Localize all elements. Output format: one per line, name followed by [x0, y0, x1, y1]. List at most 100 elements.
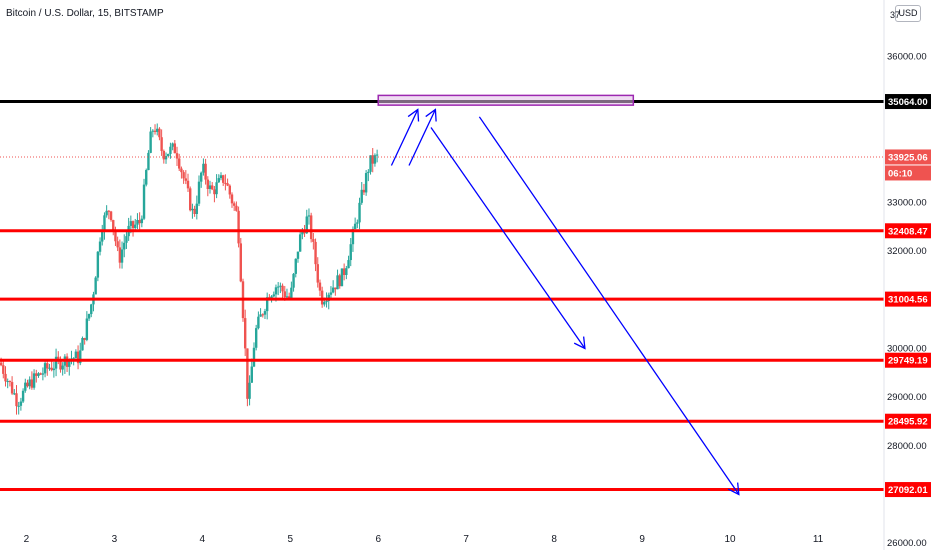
trend-arrow-head: [727, 482, 740, 496]
candle-body: [0, 362, 3, 366]
candle-body: [360, 189, 363, 203]
candle-body: [167, 153, 170, 156]
candle-body: [318, 282, 322, 291]
price-axis[interactable]: 36000.00 33000.00 32000.00 30000.00 29000.00…: [887, 51, 927, 549]
candle-body: [151, 130, 155, 132]
support-price-tag: 32408.47: [888, 226, 928, 237]
trend-arrow-head: [425, 108, 437, 122]
candle-body: [239, 243, 242, 282]
candle-body: [184, 178, 188, 181]
candle-body: [287, 296, 291, 299]
trend-arrow-head: [407, 108, 420, 122]
candle-body: [345, 268, 348, 275]
support-price-tag: 29749.19: [888, 356, 928, 367]
candle-body: [351, 229, 355, 245]
trend-arrow-shaft: [478, 116, 740, 495]
candle-body: [112, 220, 115, 230]
trend-arrow-head: [573, 336, 586, 350]
candle-body: [59, 359, 62, 370]
candle-body: [107, 210, 111, 212]
candle-body: [200, 172, 203, 182]
candle-body: [87, 314, 91, 319]
candle-body: [54, 356, 58, 369]
candle-body: [314, 241, 317, 265]
candle-body: [109, 211, 113, 221]
price-tags-layer: 35064.00 32408.47 31004.56 29749.19 28495.92…: [885, 94, 931, 498]
candle-body: [298, 234, 302, 252]
candle-body: [182, 172, 185, 179]
candle-body: [189, 188, 192, 211]
candle-body: [243, 318, 247, 349]
time-axis-tick-label: 6: [375, 534, 381, 545]
candle-body: [123, 242, 126, 250]
candle-body: [369, 155, 372, 172]
candle-body: [375, 154, 379, 156]
candle-body: [153, 130, 157, 132]
candle-body: [316, 264, 319, 283]
candle-body: [169, 146, 172, 154]
candle-body: [226, 183, 229, 186]
support-price-tag-background: [885, 413, 931, 429]
candle-body: [272, 294, 275, 297]
time-axis-tick-label: 2: [24, 534, 30, 545]
time-axis[interactable]: 2 3 4 5 6 7 8 9 10 11: [24, 534, 824, 545]
candle-body: [191, 208, 194, 211]
candle-body: [307, 215, 311, 217]
bar-countdown-tag-background: [885, 165, 931, 181]
candle-body: [228, 185, 231, 195]
time-axis-tick-label: 9: [639, 534, 645, 545]
price-axis-tick-label: 30000.00: [887, 344, 927, 355]
candle-body: [6, 381, 9, 383]
candle-body: [213, 189, 216, 195]
candle-body: [285, 296, 289, 298]
price-axis-tick-label: 29000.00: [887, 392, 927, 403]
candle-body: [8, 381, 12, 383]
candle-body: [206, 179, 210, 189]
candle-body: [41, 373, 45, 375]
candle-body: [175, 153, 179, 159]
candle-body: [230, 194, 234, 204]
candle-body: [353, 223, 357, 230]
time-axis-tick-label: 7: [463, 534, 469, 545]
candle-body: [204, 163, 207, 180]
candle-body: [334, 287, 337, 290]
candle-body: [105, 210, 108, 216]
support-price-tag: 27092.01: [888, 485, 928, 496]
candle-body: [211, 185, 214, 190]
candle-body: [43, 363, 47, 374]
currency-button[interactable]: USD: [895, 5, 921, 22]
candle-body: [74, 351, 78, 359]
candle-body: [279, 285, 282, 287]
candle-body: [305, 216, 308, 234]
price-axis-tick-label: 26000.00: [887, 538, 927, 549]
candle-body: [373, 155, 377, 164]
candle-body: [125, 236, 128, 243]
candle-body: [17, 405, 20, 407]
candle-body: [39, 373, 42, 375]
candle-body: [294, 258, 297, 274]
time-axis-tick-label: 11: [813, 534, 824, 545]
candle-body: [134, 224, 137, 229]
candle-body: [193, 208, 196, 214]
candle-body: [347, 260, 350, 269]
trend-arrow-shaft: [408, 109, 436, 166]
candle-body: [309, 215, 313, 240]
candle-body: [131, 221, 135, 229]
candle-body: [156, 128, 159, 132]
price-axis-tick-label: 28000.00: [887, 441, 927, 452]
candle-body: [114, 229, 117, 242]
time-axis-tick-label: 8: [551, 534, 557, 545]
candle-body: [265, 297, 269, 312]
candle-body: [162, 150, 166, 160]
candle-body: [202, 163, 205, 173]
candle-body: [186, 180, 190, 189]
candle-body: [103, 215, 106, 232]
candle-body: [21, 390, 25, 402]
candle-body: [221, 175, 225, 183]
support-price-tag-background: [885, 223, 931, 239]
candle-body: [90, 304, 93, 315]
candle-body: [129, 221, 133, 226]
candle-body: [50, 367, 53, 371]
candle-body: [252, 347, 256, 367]
